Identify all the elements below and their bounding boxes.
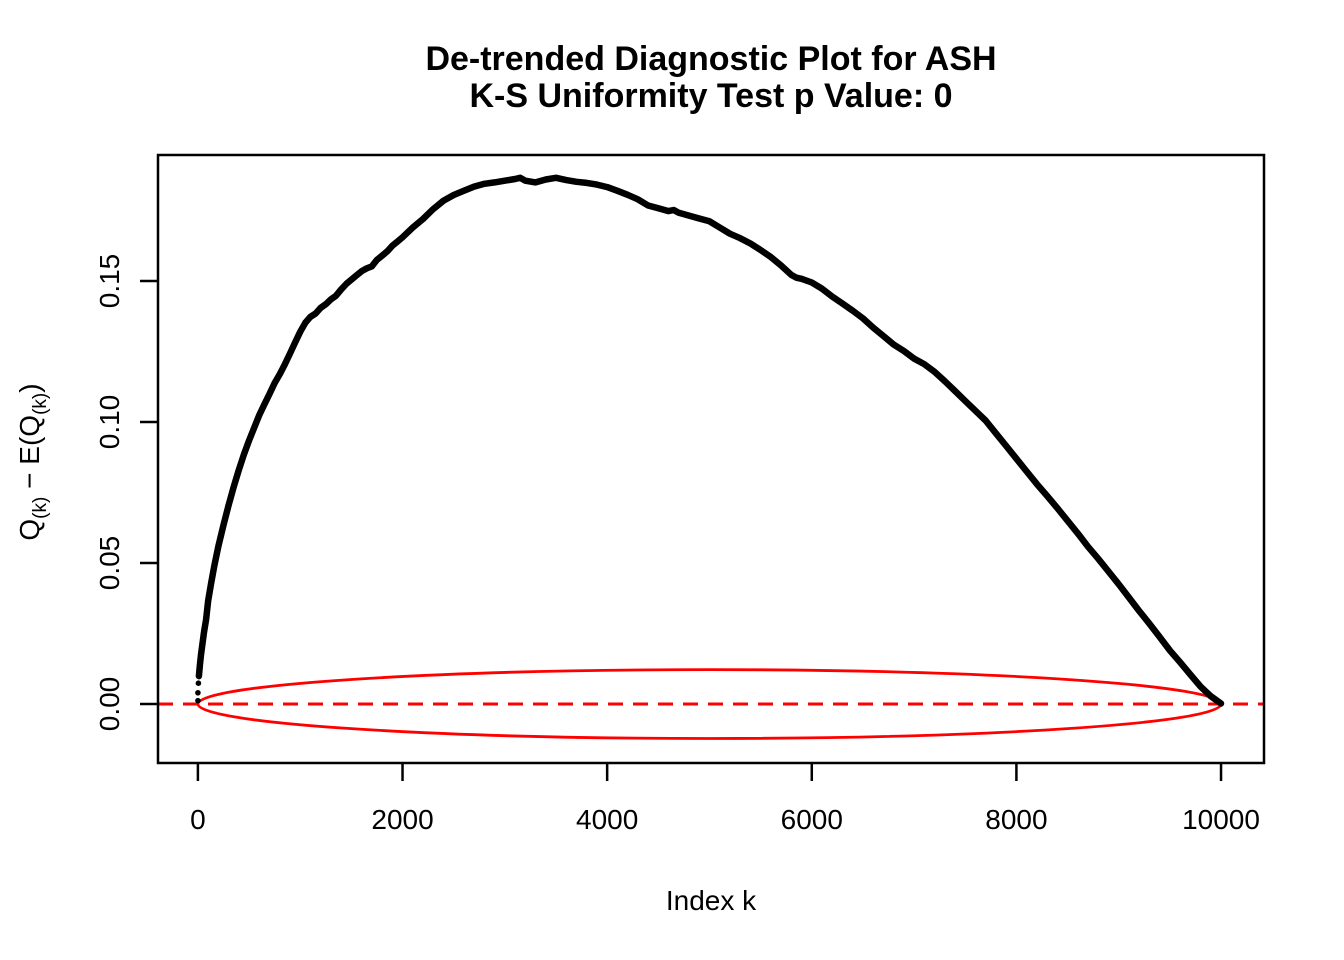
y-axis-label: Q(k) − E(Q(k)) xyxy=(14,383,51,541)
chart-title: De-trended Diagnostic Plot for ASH xyxy=(425,40,997,78)
plot-box xyxy=(156,153,1266,765)
detrended-curve xyxy=(195,174,1225,707)
chart-title-block: De-trended Diagnostic Plot for ASH K-S U… xyxy=(158,41,1264,115)
y-tick-label-0.05: 0.05 xyxy=(94,535,125,591)
x-tick-label-0: 0 xyxy=(190,804,206,835)
chart-subtitle: K-S Uniformity Test p Value: 0 xyxy=(469,77,953,115)
curve-start-dot xyxy=(195,689,201,696)
y-tick-label-0.00: 0.00 xyxy=(94,676,125,732)
x-tick-label-8000: 8000 xyxy=(985,804,1048,835)
x-tick-label-6000: 6000 xyxy=(780,804,843,835)
y-tick-label-0.15: 0.15 xyxy=(94,253,125,309)
x-axis-label: Index k xyxy=(665,885,757,916)
y-tick-label-0.10: 0.10 xyxy=(94,394,125,450)
x-tick-label-4000: 4000 xyxy=(575,804,639,835)
curve-start-dot xyxy=(195,680,202,686)
curve-start-dot xyxy=(195,697,201,704)
x-tick-label-10000: 10000 xyxy=(1182,804,1260,835)
x-tick-label-2000: 2000 xyxy=(371,804,434,835)
